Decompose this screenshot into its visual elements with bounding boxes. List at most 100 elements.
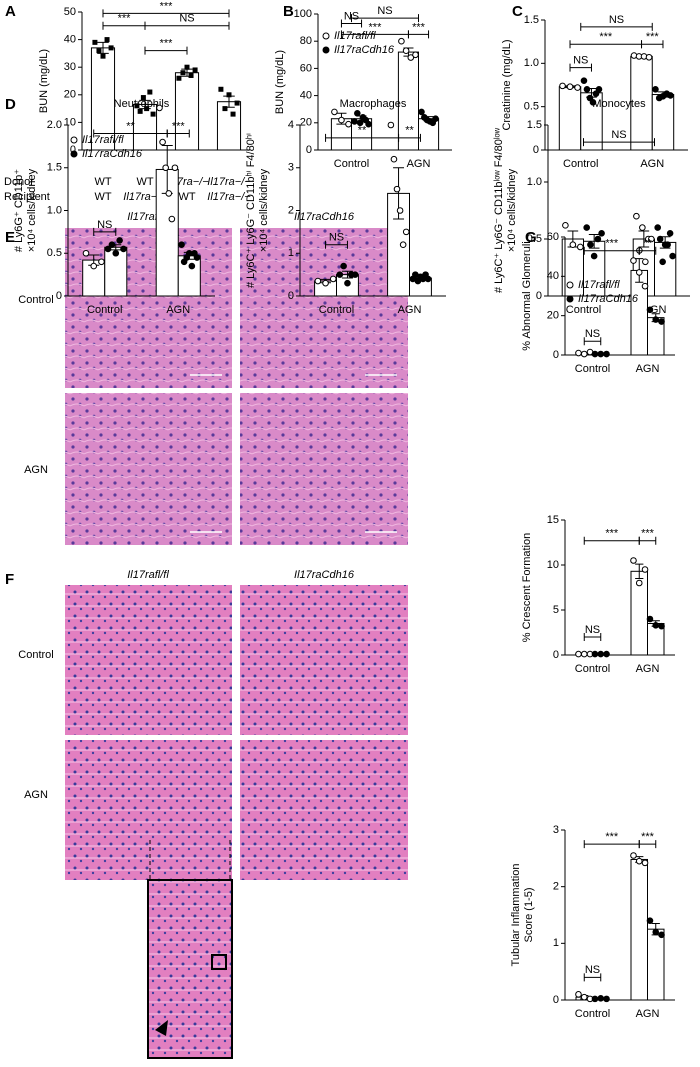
data-point bbox=[433, 116, 439, 122]
data-point bbox=[403, 229, 409, 235]
data-point bbox=[604, 351, 610, 357]
column-label: Il17raCdh16 bbox=[294, 569, 355, 581]
x-tick-label: Control bbox=[563, 158, 598, 170]
image bbox=[240, 393, 408, 545]
y-axis-label: % Abnormal Glomeruli bbox=[521, 241, 533, 350]
panel-label: B bbox=[283, 3, 294, 20]
x-tick-label: Control bbox=[319, 304, 354, 316]
significance-label: *** bbox=[412, 21, 426, 33]
significance-label: *** bbox=[599, 31, 613, 43]
x-tick-label: Control bbox=[334, 158, 369, 170]
data-point bbox=[636, 858, 642, 864]
y-tick-label: 1.0 bbox=[527, 176, 542, 188]
x-tick-label: AGN bbox=[398, 304, 422, 316]
chart-title: Monocytes bbox=[592, 98, 646, 110]
legend-label: Il17rafl/fl bbox=[578, 279, 620, 291]
data-point bbox=[99, 259, 105, 265]
data-point bbox=[388, 122, 394, 128]
bar bbox=[133, 104, 156, 150]
bar bbox=[631, 859, 648, 1000]
significance-label: *** bbox=[118, 13, 132, 25]
data-point bbox=[397, 208, 403, 214]
significance-label: *** bbox=[605, 528, 619, 540]
significance-label: *** bbox=[605, 831, 619, 843]
data-point bbox=[413, 52, 419, 58]
y-axis-label: # Ly6C⁺ Ly6G⁻ CD11bʰⁱ F4/80ʰⁱ bbox=[245, 133, 257, 288]
data-point bbox=[193, 67, 198, 72]
data-point bbox=[345, 280, 351, 286]
data-point bbox=[341, 263, 347, 269]
data-point bbox=[560, 83, 566, 89]
data-point bbox=[194, 255, 200, 261]
data-point bbox=[160, 139, 166, 145]
significance-label: NS bbox=[179, 13, 194, 25]
data-point bbox=[598, 351, 604, 357]
significance-label: *** bbox=[160, 38, 174, 50]
y-tick-label: 50 bbox=[64, 6, 76, 18]
y-tick-label: 40 bbox=[300, 90, 312, 102]
data-point bbox=[659, 319, 665, 325]
x-tick-label: AGN bbox=[407, 158, 431, 170]
y-axis-label: BUN (mg/dL) bbox=[38, 49, 50, 113]
bar bbox=[652, 95, 673, 150]
x-tick-label: Control bbox=[566, 304, 601, 316]
x-tick-label: AGN bbox=[636, 363, 660, 375]
y-tick-label: 1.0 bbox=[47, 204, 62, 216]
y-tick-label: 0.5 bbox=[524, 101, 539, 113]
data-point bbox=[588, 242, 594, 248]
row-label: AGN bbox=[24, 789, 48, 801]
y-tick-label: 1 bbox=[553, 937, 559, 949]
bar bbox=[217, 102, 240, 150]
y-tick-label: 60 bbox=[300, 62, 312, 74]
data-point bbox=[575, 85, 581, 91]
data-point bbox=[185, 65, 190, 70]
data-point bbox=[366, 121, 372, 127]
data-point bbox=[352, 119, 358, 125]
data-point bbox=[581, 351, 587, 357]
data-point bbox=[330, 276, 336, 282]
data-point bbox=[659, 623, 665, 629]
data-point bbox=[352, 272, 358, 278]
data-point bbox=[109, 45, 114, 50]
data-point bbox=[576, 350, 582, 356]
x-tick-label: AGN bbox=[640, 158, 664, 170]
data-point bbox=[647, 616, 653, 622]
y-tick-label: 0 bbox=[553, 349, 559, 361]
significance-label: NS bbox=[611, 129, 626, 141]
data-point bbox=[339, 117, 345, 123]
data-point bbox=[584, 225, 590, 231]
y-tick-label: 5 bbox=[553, 604, 559, 616]
y-tick-label: 3 bbox=[553, 824, 559, 836]
image bbox=[65, 585, 232, 735]
data-point bbox=[665, 242, 671, 248]
data-point bbox=[109, 242, 115, 248]
y-tick-label: 0 bbox=[553, 994, 559, 1006]
significance-label: NS bbox=[585, 964, 600, 976]
data-point bbox=[231, 112, 236, 117]
data-point bbox=[337, 272, 343, 278]
y-tick-label: 2.0 bbox=[47, 119, 62, 131]
column-label: Il17rafl/fl bbox=[127, 569, 169, 581]
data-point bbox=[668, 93, 674, 99]
data-point bbox=[655, 225, 661, 231]
panel-label: D bbox=[5, 96, 16, 113]
y-tick-label: 2 bbox=[288, 204, 294, 216]
data-point bbox=[642, 567, 648, 573]
x-tick-label: WT bbox=[94, 176, 111, 188]
legend-marker bbox=[323, 47, 329, 53]
data-point bbox=[598, 651, 604, 657]
data-point bbox=[180, 70, 185, 75]
significance-label: NS bbox=[609, 14, 624, 26]
data-point bbox=[640, 225, 646, 231]
data-point bbox=[631, 853, 637, 859]
data-point bbox=[653, 623, 659, 629]
data-point bbox=[591, 253, 597, 259]
data-point bbox=[660, 259, 666, 265]
significance-label: NS bbox=[585, 328, 600, 340]
data-point bbox=[642, 283, 648, 289]
data-point bbox=[657, 236, 663, 242]
data-point bbox=[631, 258, 637, 264]
